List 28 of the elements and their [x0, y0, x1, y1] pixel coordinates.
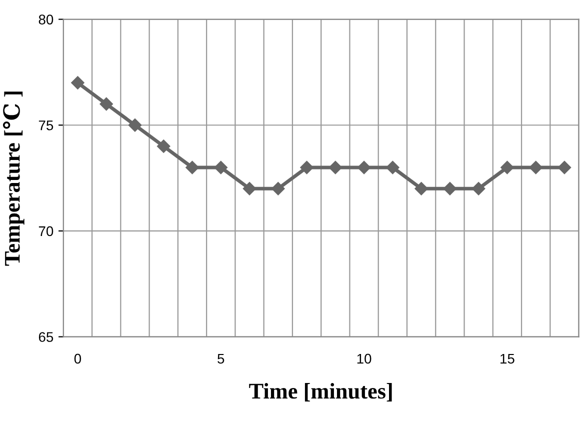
point [128, 118, 142, 132]
point [500, 160, 514, 174]
x-tick-label: 10 [357, 354, 372, 364]
point [414, 182, 428, 196]
x-axis-title: Time [minutes] [249, 383, 392, 402]
point [328, 160, 342, 174]
y-tick-label: 70 [38, 226, 54, 236]
point [300, 160, 314, 174]
point [214, 160, 228, 174]
point [100, 97, 113, 111]
point [157, 140, 170, 153]
x-tick-label: 5 [218, 354, 224, 364]
point [472, 182, 486, 196]
x-tick-label: 15 [500, 354, 514, 364]
x-tick-label: 0 [74, 354, 82, 364]
point [242, 182, 256, 196]
point [272, 182, 285, 196]
point [558, 160, 572, 174]
point [357, 160, 371, 174]
point [386, 160, 400, 174]
point [186, 160, 199, 174]
y-tick-label: 75 [38, 120, 54, 130]
point [71, 76, 84, 90]
y-axis-title: Temperature [℃ ] [2, 92, 24, 266]
y-tick-label: 65 [38, 332, 54, 342]
y-tick-label: 80 [38, 14, 54, 24]
point [529, 160, 542, 174]
point [443, 182, 457, 196]
